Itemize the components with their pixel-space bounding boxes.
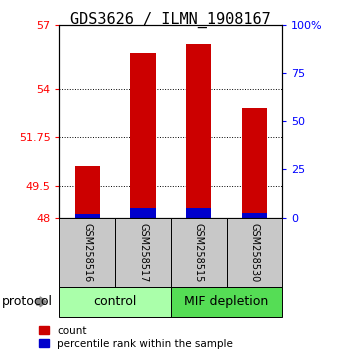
Text: GDS3626 / ILMN_1908167: GDS3626 / ILMN_1908167 (70, 11, 270, 28)
Bar (131, 53, 155, 218)
Text: GSM258515: GSM258515 (194, 223, 204, 282)
Text: protocol: protocol (2, 295, 53, 308)
Bar (75, 166, 100, 218)
Bar (242, 108, 267, 218)
Text: MIF depletion: MIF depletion (184, 295, 269, 308)
Bar (186, 208, 211, 218)
Text: GSM258517: GSM258517 (138, 223, 148, 282)
Bar (75, 214, 100, 218)
Bar (131, 208, 155, 218)
Text: GSM258516: GSM258516 (82, 223, 92, 282)
Text: GSM258530: GSM258530 (249, 223, 259, 282)
Bar (242, 213, 267, 218)
Text: control: control (94, 295, 137, 308)
Legend: count, percentile rank within the sample: count, percentile rank within the sample (39, 326, 233, 349)
Bar (186, 44, 211, 218)
